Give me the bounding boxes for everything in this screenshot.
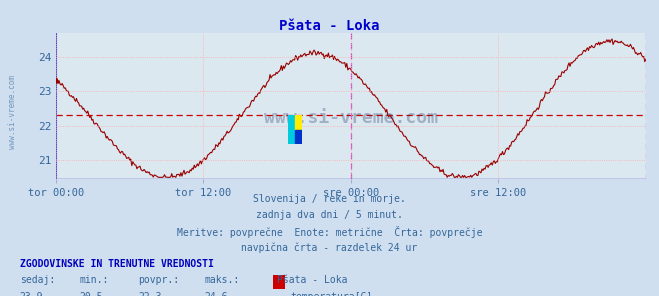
Text: navpična črta - razdelek 24 ur: navpična črta - razdelek 24 ur (241, 243, 418, 253)
Text: ZGODOVINSKE IN TRENUTNE VREDNOSTI: ZGODOVINSKE IN TRENUTNE VREDNOSTI (20, 259, 214, 269)
Text: 20,5: 20,5 (79, 292, 103, 296)
Text: 24,6: 24,6 (204, 292, 228, 296)
Bar (295, 130, 302, 144)
Text: www.si-vreme.com: www.si-vreme.com (8, 75, 17, 149)
Text: 22,3: 22,3 (138, 292, 162, 296)
Text: povpr.:: povpr.: (138, 275, 179, 285)
Text: Slovenija / reke in morje.: Slovenija / reke in morje. (253, 194, 406, 204)
Text: sedaj:: sedaj: (20, 275, 55, 285)
Text: Meritve: povprečne  Enote: metrične  Črta: povprečje: Meritve: povprečne Enote: metrične Črta:… (177, 226, 482, 239)
Text: Pšata - Loka: Pšata - Loka (277, 275, 347, 285)
Bar (295, 115, 302, 130)
Text: 23,9: 23,9 (20, 292, 43, 296)
Text: min.:: min.: (79, 275, 109, 285)
Text: maks.:: maks.: (204, 275, 239, 285)
Text: zadnja dva dni / 5 minut.: zadnja dva dni / 5 minut. (256, 210, 403, 220)
Text: temperatura[C]: temperatura[C] (290, 292, 372, 296)
Text: www.si-vreme.com: www.si-vreme.com (264, 109, 438, 127)
Text: Pšata - Loka: Pšata - Loka (279, 19, 380, 33)
Bar (288, 115, 295, 144)
